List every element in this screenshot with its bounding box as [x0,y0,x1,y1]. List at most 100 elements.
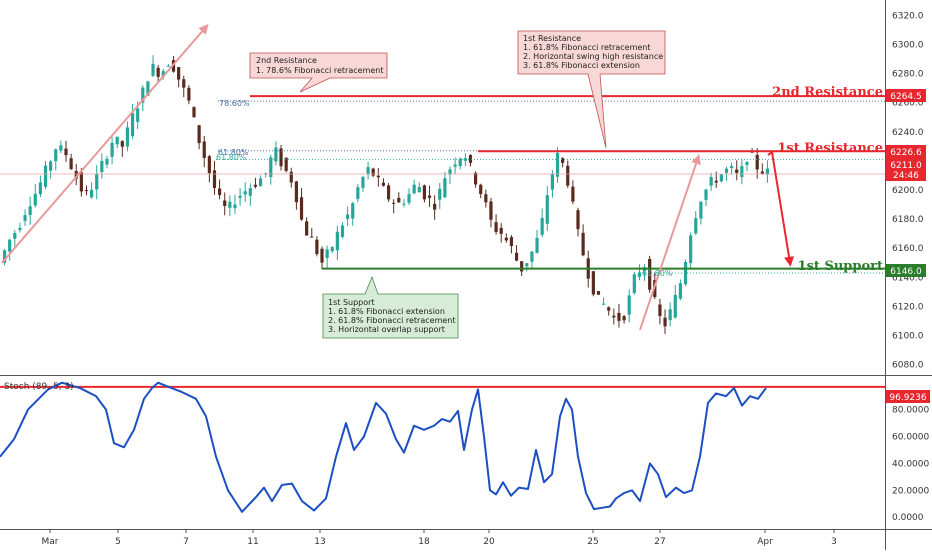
candle [704,188,708,207]
candle [202,135,206,168]
candle [602,297,606,305]
candle [484,189,488,208]
candle [663,309,667,334]
price-tick-label: 6320.0 [892,11,924,21]
candle [197,124,201,150]
candle [448,166,452,185]
candle [248,183,252,206]
candle [253,177,258,189]
svg-text:6211.0: 6211.0 [890,161,922,171]
price-tick-label: 6140.0 [892,273,924,283]
candle [192,106,196,118]
price-tick-label: 6080.0 [892,361,924,371]
stoch-tick-label: 20.0000 [892,486,929,496]
candle [689,232,693,269]
fib-786-label: 78.60% [219,99,250,108]
candle [274,141,278,166]
callout-second-resistance: 2nd Resistance 1. 78.6% Fibonacci retrac… [249,52,388,93]
candle [305,217,309,236]
candle [417,182,421,193]
candle [668,302,672,327]
candle [212,161,217,195]
candle [571,180,575,205]
fib-618-label-a: 61.80% [218,148,249,157]
candle [156,64,160,82]
tag-second-resistance: 6264.5 [886,89,926,102]
svg-text:6264.5: 6264.5 [890,92,922,102]
tag-first-resistance: 6226.6 [886,145,926,158]
candle [392,199,396,214]
candle [366,161,370,180]
candle [555,147,560,183]
price-tick-label: 6300.0 [892,40,924,50]
candle [166,64,170,67]
candle [8,238,12,261]
candle [79,167,83,197]
candle [23,209,27,226]
candle [325,245,329,268]
svg-text:1. 61.8% Fibonacci extension: 1. 61.8% Fibonacci extension [328,307,445,316]
svg-text:24:46: 24:46 [893,171,919,181]
svg-text:1st Support: 1st Support [328,298,375,307]
candle [540,208,544,238]
svg-text:1st Resistance: 1st Resistance [523,34,581,43]
candle [130,103,135,139]
candle [289,167,293,188]
candle [49,159,53,179]
stoch-label: Stoch (89, 5, 3) [4,382,74,392]
candle [182,75,186,98]
candle [361,175,365,192]
second-resistance-label: 2nd Resistance [772,85,883,100]
candle [69,153,73,170]
candle [683,259,688,286]
candle [105,155,109,169]
callout-first-support: 1st Support 1. 61.8% Fibonacci extension… [322,275,459,339]
candle [33,184,37,208]
candle [561,157,565,168]
candle [376,168,380,187]
x-tick-label: 11 [247,537,258,547]
stoch-tick-label: 40.0000 [892,459,929,469]
svg-text:2nd Resistance: 2nd Resistance [256,56,317,65]
price-tick-label: 6180.0 [892,215,924,225]
candle [545,186,549,231]
candle [402,198,406,208]
candle [151,55,155,78]
candle [617,303,621,328]
first-support-label: 1st Support [798,259,883,274]
price-tick-label: 6280.0 [892,70,924,80]
price-tick-label: 6100.0 [892,332,924,342]
fib-618-label-b: 61.80% [216,153,247,162]
candle [38,175,42,198]
svg-text:2. Horizontal swing high resis: 2. Horizontal swing high resistance [523,52,663,61]
candle [591,271,595,297]
candle [525,262,529,272]
candle [238,188,242,206]
x-tick-label: 5 [115,537,121,547]
candle [115,136,119,149]
candle [740,158,744,185]
candle [141,85,145,112]
candle [187,85,191,105]
candle [59,140,63,154]
projection-arrow-down [767,150,794,267]
candle [13,230,17,247]
callout-first-resistance: 1st Resistance 1. 61.8% Fibonacci retrac… [517,30,666,149]
svg-text:6226.6: 6226.6 [890,148,922,158]
candle [735,160,739,181]
tag-first-support: 6146.0 [886,264,926,277]
candle [499,223,503,243]
candle [386,182,391,202]
candle [110,135,114,165]
candle [294,180,298,210]
candle [228,195,232,217]
candle [243,182,247,202]
candle [218,179,222,200]
svg-text:3. 61.8% Fibonacci extension: 3. 61.8% Fibonacci extension [523,61,640,70]
candle [576,207,580,237]
candle [596,290,601,295]
candle [381,178,386,187]
candle [346,206,350,227]
